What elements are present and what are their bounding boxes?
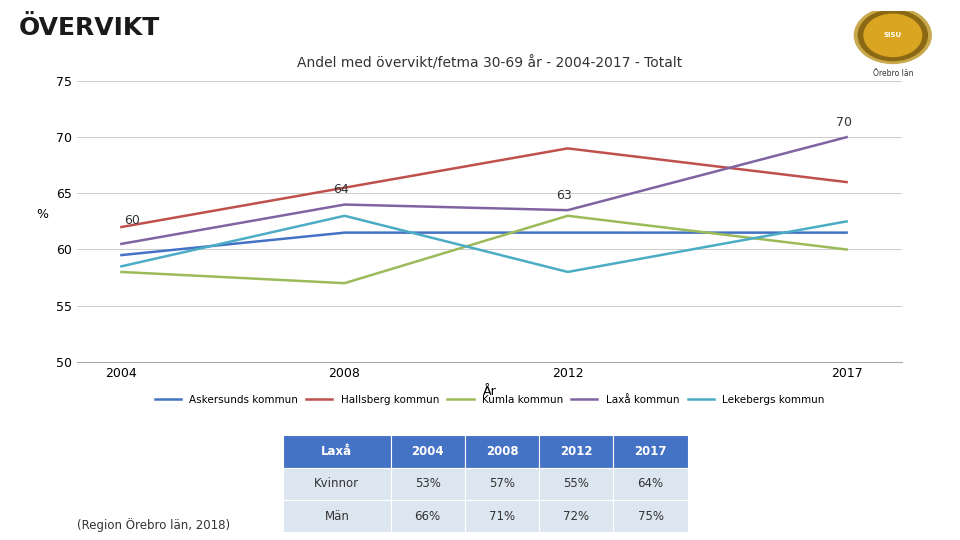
- Bar: [540, 500, 613, 532]
- Text: 64: 64: [333, 184, 349, 197]
- Text: 2004: 2004: [412, 445, 444, 458]
- Text: 57%: 57%: [489, 477, 515, 490]
- Text: Laxå: Laxå: [322, 445, 352, 458]
- Text: 2008: 2008: [486, 445, 518, 458]
- Text: SISU: SISU: [884, 32, 901, 38]
- Text: 64%: 64%: [637, 477, 663, 490]
- Text: 72%: 72%: [564, 510, 589, 523]
- Text: 2012: 2012: [560, 445, 592, 458]
- Bar: [613, 468, 687, 500]
- Bar: [283, 435, 391, 468]
- Bar: [465, 468, 540, 500]
- Text: 63: 63: [557, 189, 572, 202]
- Circle shape: [864, 14, 922, 56]
- Text: 70: 70: [835, 116, 852, 129]
- Bar: [283, 500, 391, 532]
- X-axis label: År: År: [483, 385, 496, 398]
- Text: 66%: 66%: [415, 510, 441, 523]
- Text: 60: 60: [124, 214, 140, 227]
- Bar: [465, 500, 540, 532]
- Bar: [391, 435, 465, 468]
- Y-axis label: %: %: [36, 208, 48, 221]
- Bar: [540, 435, 613, 468]
- Text: Örebro län: Örebro län: [873, 70, 913, 78]
- Text: ÖVERVIKT: ÖVERVIKT: [19, 16, 160, 40]
- Bar: [465, 435, 540, 468]
- Title: Andel med övervikt/fetma 30-69 år - 2004-2017 - Totalt: Andel med övervikt/fetma 30-69 år - 2004…: [297, 56, 683, 70]
- Bar: [283, 468, 391, 500]
- Bar: [391, 500, 465, 532]
- Bar: [391, 468, 465, 500]
- Legend: Askersunds kommun, Hallsberg kommun, Kumla kommun, Laxå kommun, Lekebergs kommun: Askersunds kommun, Hallsberg kommun, Kum…: [151, 390, 828, 409]
- Text: 75%: 75%: [637, 510, 663, 523]
- Text: Kvinnor: Kvinnor: [314, 477, 359, 490]
- Bar: [613, 500, 687, 532]
- Text: 2017: 2017: [635, 445, 667, 458]
- Circle shape: [858, 10, 927, 60]
- Text: (Region Örebro län, 2018): (Region Örebro län, 2018): [77, 518, 230, 532]
- Bar: [540, 468, 613, 500]
- Text: 71%: 71%: [489, 510, 516, 523]
- Circle shape: [854, 7, 931, 63]
- Bar: [613, 435, 687, 468]
- Text: 55%: 55%: [564, 477, 589, 490]
- Text: Män: Män: [324, 510, 349, 523]
- Text: 53%: 53%: [415, 477, 441, 490]
